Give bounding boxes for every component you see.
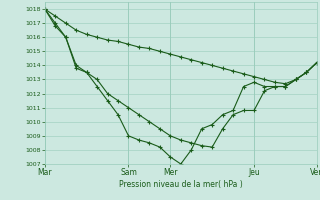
X-axis label: Pression niveau de la mer( hPa ): Pression niveau de la mer( hPa ): [119, 180, 243, 189]
